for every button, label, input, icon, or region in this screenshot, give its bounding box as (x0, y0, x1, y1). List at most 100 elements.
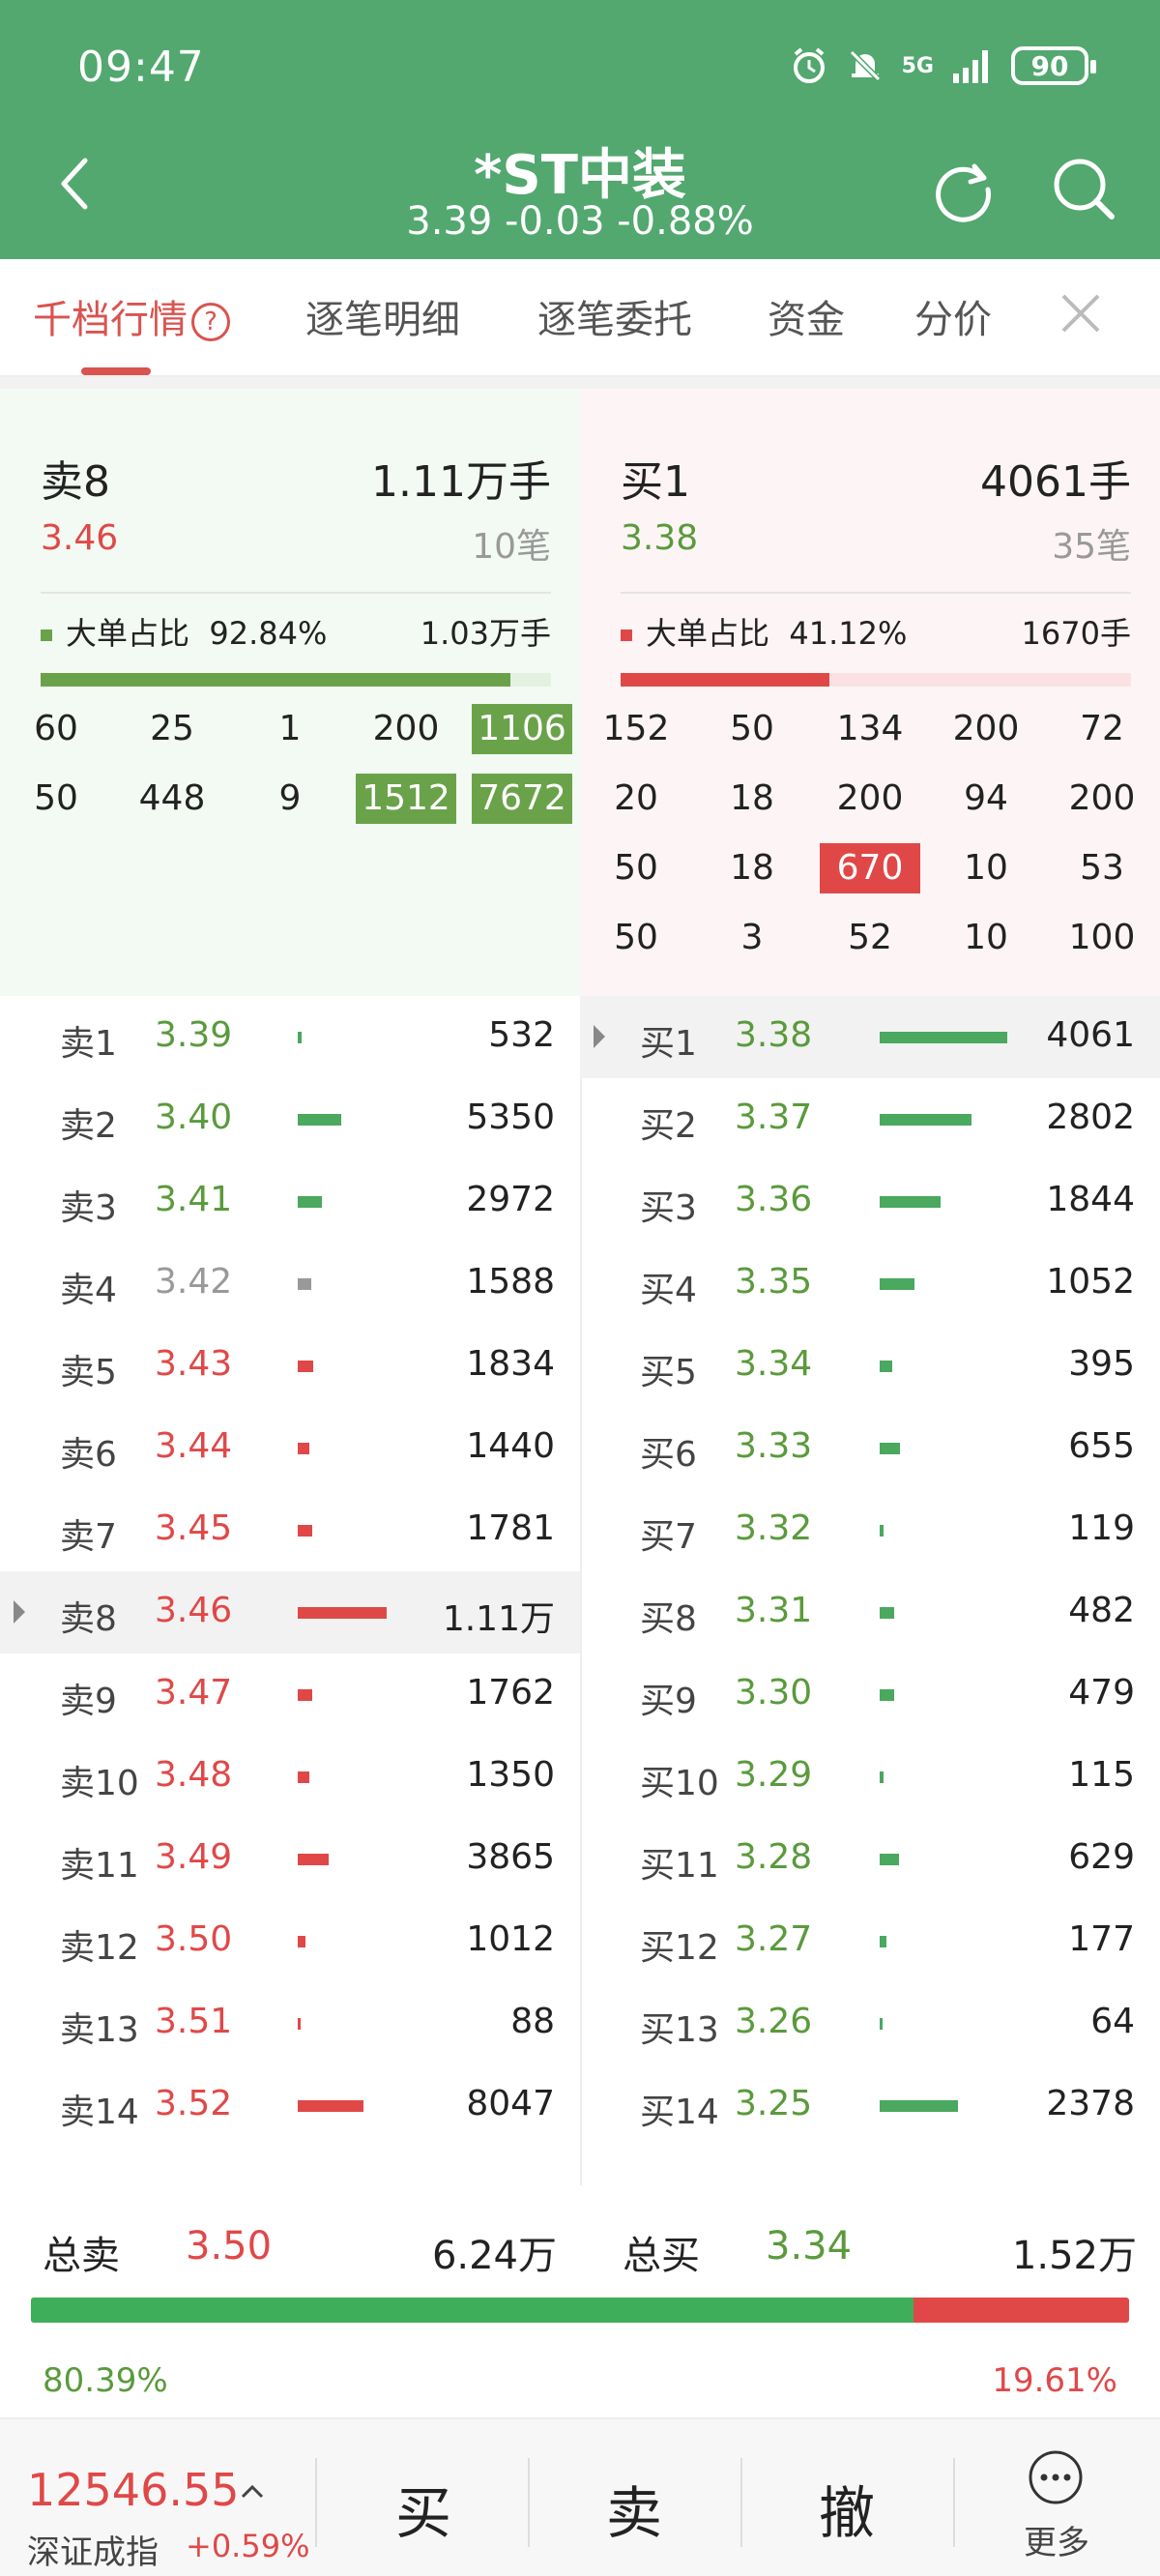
sell-book-row[interactable]: 卖5 3.43 1834 (0, 1325, 580, 1407)
sell-volume-bar (298, 1361, 313, 1372)
mute-icon (849, 49, 881, 82)
tab-tick-detail[interactable]: 逐笔明细 (305, 298, 460, 342)
sell-level-price: 3.39 (155, 1015, 233, 1055)
buy-volume-bar (880, 2100, 958, 2112)
more-icon[interactable] (1027, 2448, 1085, 2506)
buy-book-row[interactable]: 买3 3.36 1844 (580, 1160, 1160, 1243)
sell-book-row[interactable]: 卖10 3.48 1350 (0, 1736, 580, 1818)
search-icon[interactable] (1050, 155, 1117, 222)
buy-level-label: 买13 (640, 2010, 719, 2050)
buy-grid-cell: 152 (602, 709, 670, 748)
sell-book-row[interactable]: 卖6 3.44 1440 (0, 1407, 580, 1489)
tab-price-distribution[interactable]: 分价 (914, 298, 992, 342)
buy-level-label: 买9 (640, 1682, 697, 1721)
index-value: 12546.55 (27, 2464, 240, 2516)
divider (621, 592, 1131, 594)
total-buy-volume: 1.52万 (1011, 2234, 1137, 2278)
buy-level-label: 买5 (640, 1353, 697, 1392)
sell-level-price: 3.46 (155, 1591, 233, 1630)
buy-tier-panel[interactable]: 买1 4061手 3.38 35笔 大单占比 41.12% 1670手 152 5… (580, 389, 1160, 996)
more-label[interactable]: 更多 (1024, 2524, 1089, 2562)
ratio-pct: 41.12% (789, 615, 908, 652)
sell-level-price: 3.43 (155, 1344, 233, 1384)
sell-book-row[interactable]: 卖7 3.45 1781 (0, 1489, 580, 1571)
sell-tier-title: 卖8 (41, 457, 110, 507)
sell-level-label: 卖11 (60, 1846, 139, 1886)
order-book[interactable]: 卖1 3.39 532 卖2 3.40 5350 卖3 3.41 2972 卖4 3.42 1588 卖… (0, 996, 1160, 2185)
back-icon[interactable] (54, 155, 93, 213)
sell-book-row[interactable]: 卖11 3.49 3865 (0, 1818, 580, 1900)
buy-level-price: 3.30 (735, 1673, 813, 1712)
status-time: 09:47 (77, 43, 205, 92)
buy-level-price: 3.27 (735, 1919, 813, 1959)
signal-icon (953, 50, 988, 83)
buy-book-row[interactable]: 买8 3.31 482 (580, 1571, 1160, 1654)
sell-level-volume: 5350 (466, 1098, 555, 1137)
buy-grid-cell: 670 (820, 843, 920, 893)
buy-grid-cell: 18 (730, 848, 774, 888)
legend-dot (621, 629, 632, 641)
buy-book-row[interactable]: 买6 3.33 655 (580, 1407, 1160, 1489)
buy-button[interactable]: 买 (394, 2480, 451, 2546)
sell-book-row[interactable]: 卖4 3.42 1588 (0, 1243, 580, 1325)
buy-level-label: 买11 (640, 1846, 719, 1886)
sell-book-row[interactable]: 卖2 3.40 5350 (0, 1078, 580, 1160)
buy-order-grid: 152 50 134 200 72 20 18 200 94 200 50 18 670 10 53 50 3 5… (580, 704, 1160, 994)
buy-level-price: 3.32 (735, 1508, 813, 1548)
sell-volume-bar (298, 1196, 322, 1208)
sell-grid-cell: 25 (150, 709, 194, 748)
tab-funds[interactable]: 资金 (768, 298, 845, 342)
sell-level-price: 3.49 (155, 1837, 233, 1877)
sell-book-row[interactable]: 卖9 3.47 1762 (0, 1654, 580, 1736)
sell-volume-bar (298, 1525, 312, 1537)
sell-level-label: 卖1 (60, 1024, 117, 1064)
buy-book-row[interactable]: 买12 3.27 177 (580, 1900, 1160, 1982)
buy-level-volume: 1844 (1046, 1180, 1135, 1219)
close-icon[interactable] (1059, 292, 1102, 335)
row-pointer-icon (594, 1025, 605, 1048)
sell-tier-panel[interactable]: 卖8 1.11万手 3.46 10笔 大单占比 92.84% 1.03万手 60… (0, 389, 580, 996)
cancel-order-button[interactable]: 撤 (818, 2480, 875, 2546)
sell-volume-bar (298, 1689, 312, 1701)
buy-book-row[interactable]: 买7 3.32 119 (580, 1489, 1160, 1571)
buy-book-row[interactable]: 买10 3.29 115 (580, 1736, 1160, 1818)
buy-grid-cell: 18 (730, 778, 774, 818)
ratio-volume: 1670手 (1021, 615, 1131, 652)
sell-book-row[interactable]: 卖3 3.41 2972 (0, 1160, 580, 1243)
tab-thousand-tier[interactable]: 千档行情? (33, 288, 230, 344)
buy-book-row[interactable]: 买5 3.34 395 (580, 1325, 1160, 1407)
sell-level-volume: 1762 (466, 1673, 555, 1712)
sell-book-row[interactable]: 卖8 3.46 1.11万 (0, 1571, 580, 1654)
buy-level-volume: 629 (1068, 1837, 1135, 1877)
buy-book-row[interactable]: 买11 3.28 629 (580, 1818, 1160, 1900)
sell-book-row[interactable]: 卖1 3.39 532 (0, 996, 580, 1078)
sell-level-price: 3.47 (155, 1673, 233, 1712)
buy-book-row[interactable]: 买9 3.30 479 (580, 1654, 1160, 1736)
buy-book-row[interactable]: 买2 3.37 2802 (580, 1078, 1160, 1160)
sell-grid-cell: 1106 (472, 704, 572, 754)
stock-quote: 3.39 -0.03 -0.88% (406, 199, 754, 244)
buy-volume-bar (880, 2018, 883, 2030)
buy-book-row[interactable]: 买4 3.35 1052 (580, 1243, 1160, 1325)
buy-volume-bar (880, 1607, 894, 1619)
sell-book-row[interactable]: 卖13 3.51 88 (0, 1982, 580, 2064)
sell-book-row[interactable]: 卖14 3.52 8047 (0, 2064, 580, 2147)
buy-volume-bar (880, 1525, 884, 1537)
refresh-icon[interactable] (930, 157, 996, 222)
tab-tick-orders[interactable]: 逐笔委托 (537, 298, 692, 342)
buy-book-row[interactable]: 买1 3.38 4061 (580, 996, 1160, 1078)
tab-underline (81, 367, 151, 375)
index-name: 深证成指 (27, 2533, 159, 2572)
network-type: 5G (901, 53, 934, 78)
sell-button[interactable]: 卖 (605, 2480, 662, 2546)
buy-volume-bar (880, 1114, 972, 1126)
sell-book-row[interactable]: 卖12 3.50 1012 (0, 1900, 580, 1982)
buy-level-volume: 395 (1068, 1344, 1135, 1384)
help-icon[interactable]: ? (191, 303, 230, 341)
buy-level-price: 3.37 (735, 1098, 813, 1137)
buy-book-row[interactable]: 买13 3.26 64 (580, 1982, 1160, 2064)
ratio-pct: 92.84% (209, 615, 328, 652)
tab-label: 千档行情 (33, 298, 188, 342)
buy-book-row[interactable]: 买14 3.25 2378 (580, 2064, 1160, 2147)
buy-grid-cell: 52 (848, 918, 892, 957)
